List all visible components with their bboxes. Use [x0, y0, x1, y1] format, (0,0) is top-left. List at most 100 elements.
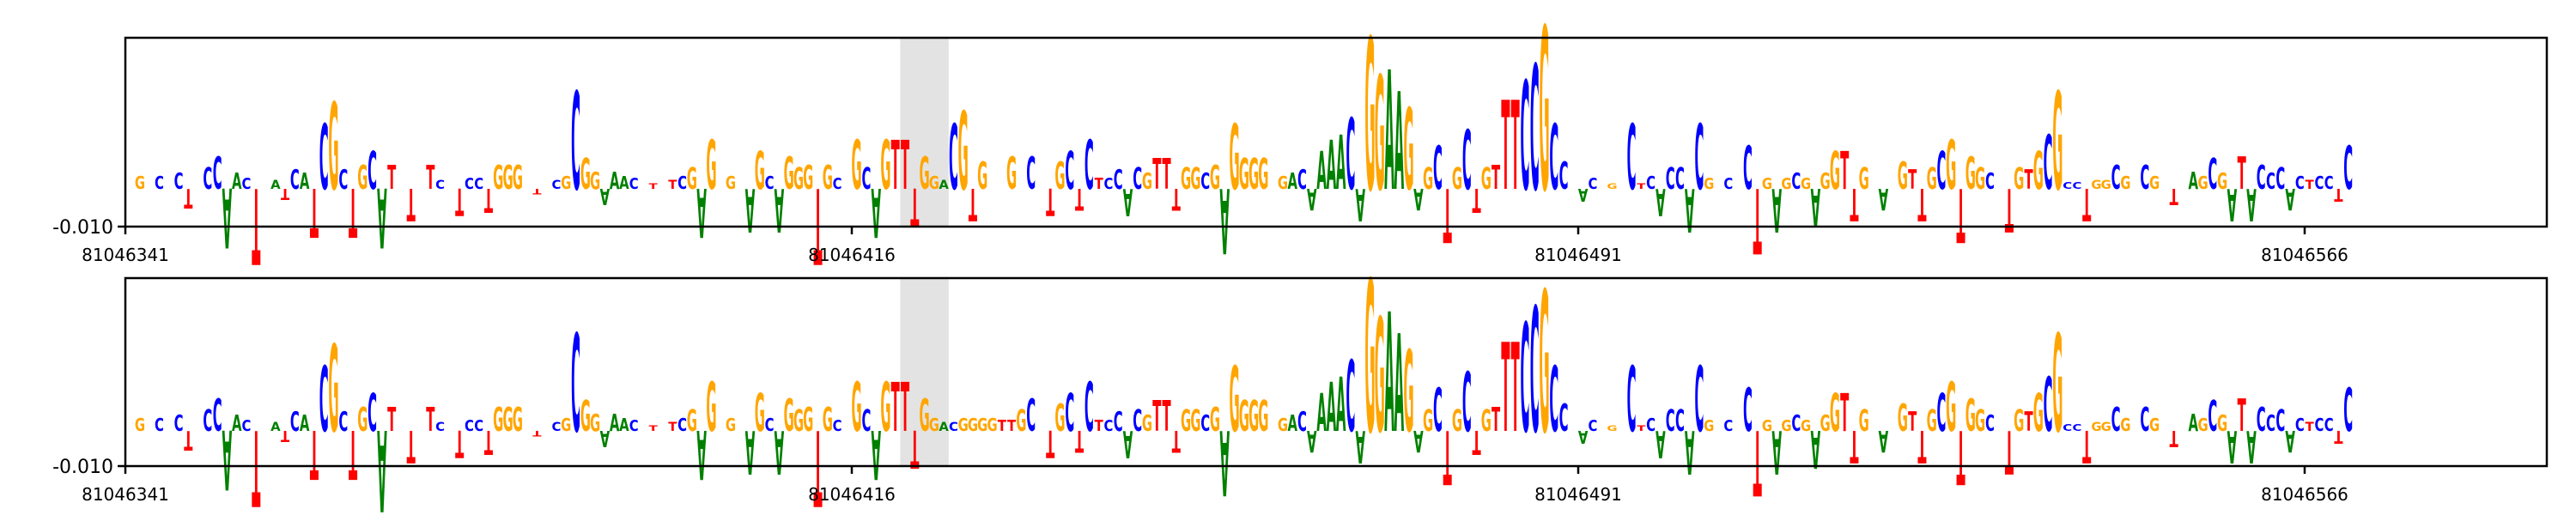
- logo-letter-G: G: [793, 404, 804, 439]
- logo-letter-G: G: [561, 173, 571, 194]
- logo-letter-T: T: [668, 421, 677, 433]
- logo-letter-T: T: [1095, 175, 1103, 192]
- logo-letter-A: A: [1327, 128, 1337, 205]
- x-tick-label: 81046341: [82, 245, 169, 265]
- logo-letter-C: C: [290, 164, 300, 196]
- logo-letter-G: G: [1403, 85, 1413, 215]
- logo-letter-T: T: [901, 128, 909, 205]
- logo-letter-G: G: [823, 158, 833, 197]
- logo-panel-top: G C CTC C A A C T A T C A TC G C T G C A T T T C T C C TG G G T C G C G GA…: [52, 0, 2549, 284]
- logo-letter-G: G: [968, 415, 978, 436]
- logo-letter-C: C: [1675, 162, 1685, 197]
- logo-letter-T: T: [1637, 182, 1646, 191]
- logo-letter-G: G: [1927, 162, 1937, 197]
- logo-letter-G: G: [1452, 162, 1462, 197]
- logo-letter-T: T: [2005, 416, 2014, 487]
- logo-letter-A: A: [1578, 184, 1589, 204]
- logo-letter-T: T: [1511, 76, 1520, 218]
- logo-letter-A: A: [300, 409, 310, 436]
- logo-letter-G: G: [1278, 415, 1288, 436]
- logo-letter-C: C: [2140, 158, 2149, 197]
- logo-letter-C: C: [1346, 99, 1355, 212]
- logo-letter-C: C: [2063, 423, 2072, 433]
- logo-letter-G: G: [706, 128, 716, 205]
- logo-letter-A: A: [300, 167, 310, 194]
- logo-letter-G: G: [1403, 327, 1413, 457]
- logo-letter-T: T: [455, 179, 464, 223]
- logo-letter-G: G: [852, 128, 862, 205]
- logo-letter-C: C: [1985, 167, 1995, 194]
- logo-letter-T: T: [2238, 390, 2246, 442]
- logo-letter-T: T: [910, 176, 919, 236]
- logo-letter-C: C: [319, 348, 329, 452]
- logo-letter-C: C: [1462, 114, 1472, 209]
- logo-letter-A: A: [1336, 119, 1346, 207]
- logo-letter-T: T: [891, 370, 900, 447]
- logo-letter-T: T: [1501, 318, 1510, 460]
- logo-letter-C: C: [1530, 274, 1540, 472]
- logo-letter-G: G: [2052, 65, 2063, 221]
- logo-letter-T: T: [813, 164, 822, 284]
- logo-letter-C: C: [174, 409, 184, 436]
- logo-letter-C: C: [2314, 415, 2324, 436]
- logo-letter-C: C: [629, 175, 639, 192]
- logo-letter-A: A: [1771, 174, 1782, 245]
- logo-letter-G: G: [2217, 167, 2227, 194]
- logo-letter-G: G: [1181, 404, 1191, 439]
- logo-letter-C: C: [319, 106, 329, 210]
- logo-letter-A: A: [2285, 423, 2295, 457]
- logo-letter-A: A: [1220, 409, 1230, 514]
- logo-letter-T: T: [252, 406, 260, 515]
- logo-letter-C: C: [203, 162, 212, 197]
- logo-letter-G: G: [357, 158, 368, 197]
- logo-letter-G: G: [929, 415, 939, 436]
- logo-letter-G: G: [1704, 175, 1714, 192]
- logo-letter-T: T: [1046, 421, 1054, 465]
- logo-letter-T: T: [1152, 394, 1161, 441]
- logo-letter-T: T: [1908, 164, 1917, 196]
- logo-letter-C: C: [2044, 361, 2053, 449]
- logo-letter-C: C: [2324, 415, 2334, 436]
- logo-letter-G: G: [2101, 421, 2111, 433]
- logo-letter-C: C: [1549, 348, 1558, 452]
- logo-letter-G: G: [1762, 417, 1772, 434]
- logo-letter-A: A: [2189, 409, 2199, 437]
- logo-letter-A: A: [1123, 421, 1133, 465]
- logo-letter-C: C: [571, 307, 580, 464]
- logo-letter-A: A: [1384, 278, 1394, 470]
- logo-letter-C: C: [1937, 142, 1947, 202]
- logo-letter-T: T: [1753, 409, 1762, 514]
- logo-letter-A: A: [377, 168, 387, 263]
- logo-panel-bottom: G C CTC C A A C T A T C A TC G C T G C A T T T C T C C TG G G T C G C G GA…: [52, 237, 2549, 515]
- logo-letter-C: C: [765, 173, 775, 194]
- logo-letter-C: C: [1666, 404, 1675, 439]
- logo-letter-A: A: [1685, 174, 1695, 245]
- logo-letter-G: G: [513, 158, 523, 197]
- logo-letter-A: A: [600, 426, 611, 452]
- logo-letter-G: G: [1364, 237, 1375, 481]
- logo-letter-G: G: [2149, 415, 2160, 436]
- logo-letter-T: T: [2238, 148, 2246, 200]
- logo-letter-T: T: [2170, 184, 2179, 210]
- logo-letter-T: T: [407, 177, 416, 229]
- logo-letter-T: T: [1172, 423, 1182, 457]
- logo-letter-C: C: [1791, 167, 1801, 194]
- logo-letter-G: G: [958, 415, 969, 436]
- logo-letter-C: C: [1200, 167, 1210, 194]
- logo-letter-G: G: [328, 79, 338, 218]
- logo-letter-G: G: [2014, 162, 2024, 197]
- logo-letter-G: G: [880, 128, 890, 205]
- logo-letter-C: C: [1627, 348, 1637, 452]
- logo-letter-T: T: [281, 427, 289, 445]
- logo-letter-G: G: [803, 400, 813, 439]
- logo-letter-G: G: [1898, 154, 1908, 198]
- logo-letter-G: G: [1801, 417, 1811, 434]
- logo-letter-G: G: [2120, 415, 2130, 436]
- logo-letter-G: G: [1762, 175, 1772, 192]
- logo-letter-A: A: [600, 184, 611, 210]
- logo-letter-C: C: [2295, 415, 2305, 436]
- logo-letter-A: A: [2227, 177, 2238, 229]
- logo-letter-C: C: [2111, 400, 2121, 439]
- logo-letter-T: T: [532, 187, 542, 196]
- logo-letter-G: G: [1965, 148, 1976, 200]
